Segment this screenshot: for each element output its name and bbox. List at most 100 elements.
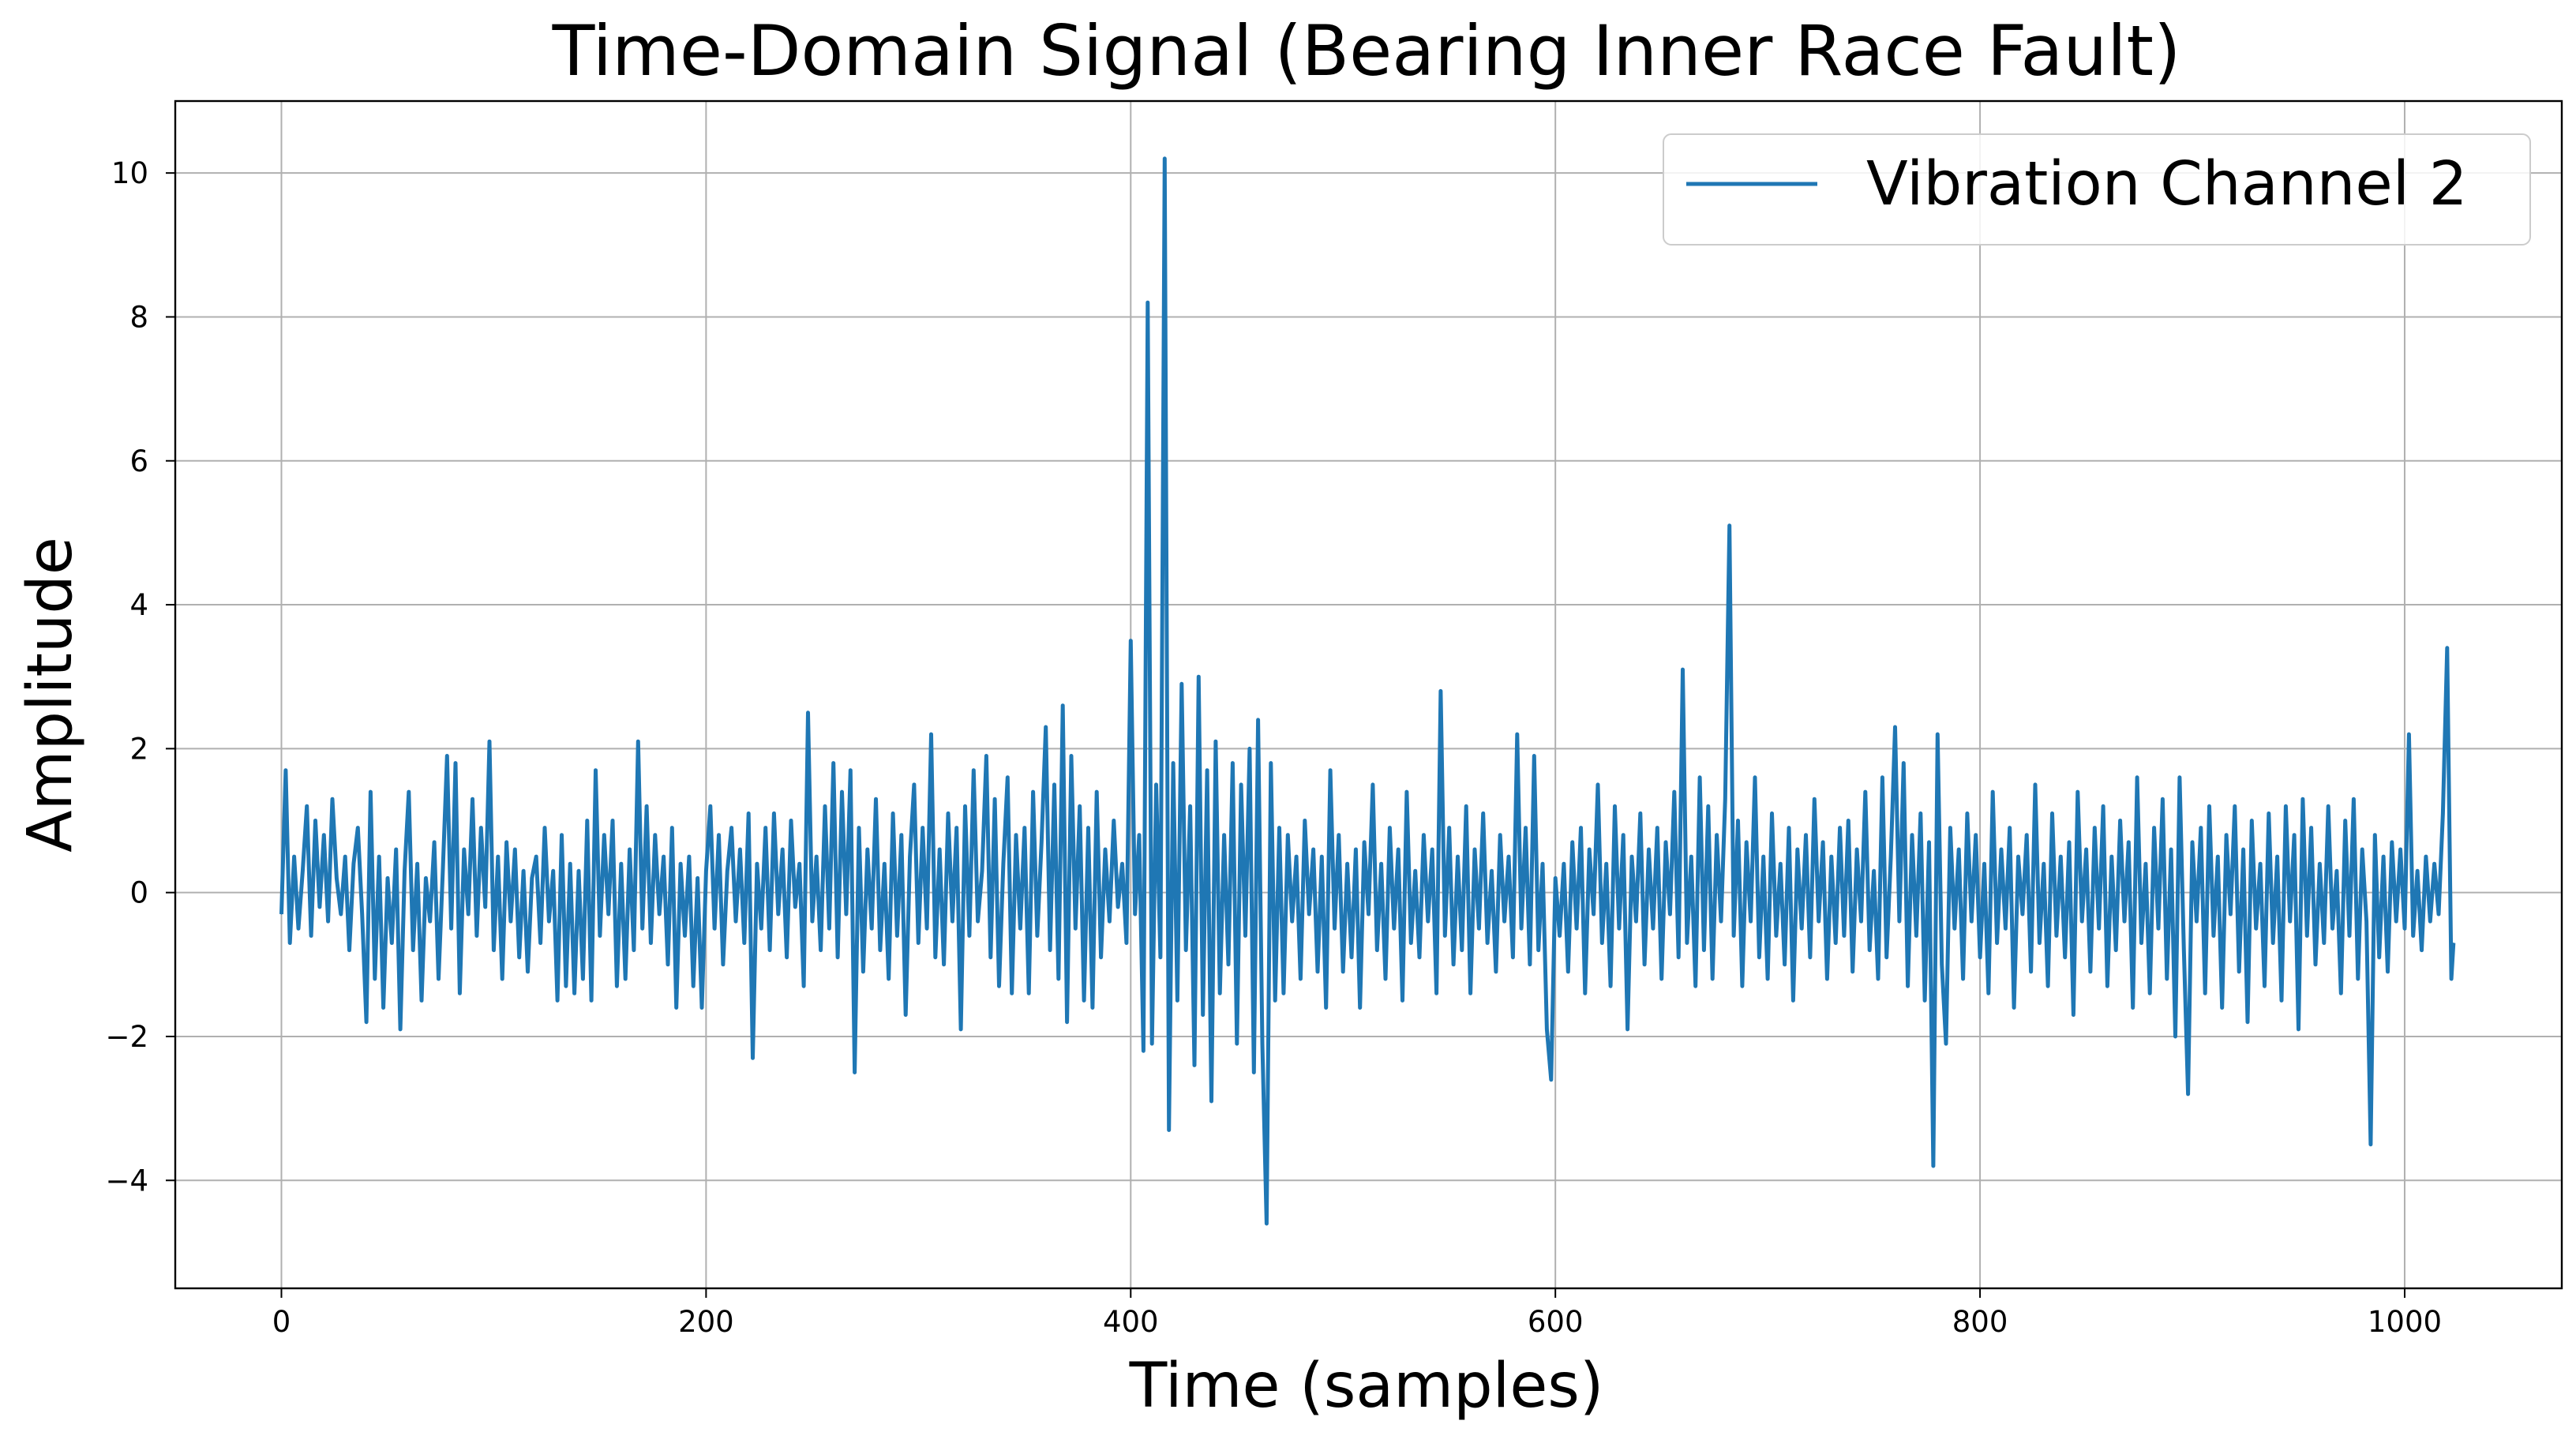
data-point [2022, 913, 2023, 915]
x-tick-label: 800 [1952, 1305, 2008, 1339]
data-point [1652, 928, 1654, 929]
data-point [1024, 827, 1026, 829]
data-point [437, 978, 440, 980]
data-point [1584, 992, 1586, 994]
data-point [862, 971, 864, 973]
data-point [930, 733, 932, 735]
data-point [1504, 920, 1505, 922]
data-point [1886, 957, 1888, 958]
data-point [1813, 798, 1815, 800]
data-point [624, 978, 626, 980]
data-point [943, 964, 945, 965]
data-point [1729, 525, 1730, 527]
plot-frame [174, 99, 2563, 1290]
data-point [888, 978, 890, 980]
data-point [1440, 690, 1442, 692]
data-point [748, 812, 749, 814]
data-point [2234, 805, 2236, 807]
data-point [990, 957, 992, 958]
data-point [374, 978, 376, 980]
data-point [2327, 805, 2329, 807]
data-point [2417, 870, 2418, 872]
data-point [1470, 992, 1472, 994]
data-point [1490, 870, 1493, 872]
data-point [501, 978, 503, 980]
data-point [1970, 920, 1972, 922]
data-point [1567, 971, 1569, 973]
data-point [1155, 784, 1157, 785]
data-point [1134, 913, 1136, 915]
data-point [1843, 935, 1845, 936]
data-point [1283, 992, 1284, 994]
data-point [752, 1057, 754, 1059]
data-point [854, 1071, 856, 1074]
data-point [951, 920, 953, 922]
data-point [2004, 928, 2006, 929]
data-point [1495, 971, 1497, 973]
data-point [1092, 1007, 1093, 1009]
data-point [2311, 827, 2312, 829]
data-point [2072, 1014, 2074, 1016]
data-point [2200, 827, 2202, 829]
y-tick-label: −2 [105, 1020, 148, 1054]
data-point [1920, 812, 1922, 814]
data-point [531, 877, 533, 879]
data-point [2450, 978, 2452, 980]
data-point [658, 913, 660, 915]
data-point [1720, 920, 1722, 922]
data-point [710, 805, 711, 807]
data-point [369, 791, 371, 793]
data-point [926, 928, 928, 929]
data-point [527, 971, 529, 973]
data-point [387, 877, 388, 879]
data-point [446, 755, 448, 757]
data-point [2370, 1144, 2372, 1145]
data-point [340, 913, 342, 915]
data-point [637, 740, 639, 742]
data-point [1325, 1007, 1327, 1009]
data-point [1015, 834, 1017, 836]
data-point [2404, 928, 2405, 929]
data-point [1367, 913, 1370, 915]
data-point [2366, 920, 2368, 922]
data-point [429, 920, 431, 922]
y-tick-label: 6 [129, 444, 148, 478]
data-point [671, 827, 673, 829]
data-point [1389, 827, 1390, 829]
data-point [1937, 733, 1938, 735]
data-point [1915, 935, 1917, 936]
data-point [896, 935, 898, 936]
data-point [1907, 985, 1909, 987]
data-point [319, 906, 321, 908]
data-point [2336, 870, 2338, 872]
data-point [2289, 920, 2291, 922]
data-point [1941, 964, 1943, 965]
data-point [2238, 971, 2240, 973]
data-point [1839, 827, 1841, 829]
data-point [2162, 798, 2163, 800]
data-point [1011, 992, 1013, 994]
data-point [2047, 985, 2049, 987]
data-point [985, 755, 987, 757]
data-point [2229, 913, 2231, 915]
chart-title: Time-Domain Signal (Bearing Inner Race F… [552, 10, 2181, 92]
data-point [1622, 834, 1624, 836]
data-point [977, 920, 979, 922]
data-point [314, 819, 317, 822]
data-point [1053, 784, 1056, 785]
data-point [1852, 971, 1854, 973]
data-point [557, 999, 558, 1001]
data-point [2094, 827, 2095, 829]
y-tick-label: 8 [129, 300, 148, 334]
data-point [2357, 978, 2359, 980]
data-point [2208, 805, 2210, 807]
data-point [2204, 992, 2206, 994]
data-point [1423, 834, 1424, 836]
data-point [2166, 978, 2168, 980]
data-point [2009, 827, 2011, 829]
data-point [1712, 978, 1713, 980]
data-point [2302, 798, 2304, 800]
data-point [1427, 920, 1429, 922]
data-point [718, 834, 720, 836]
